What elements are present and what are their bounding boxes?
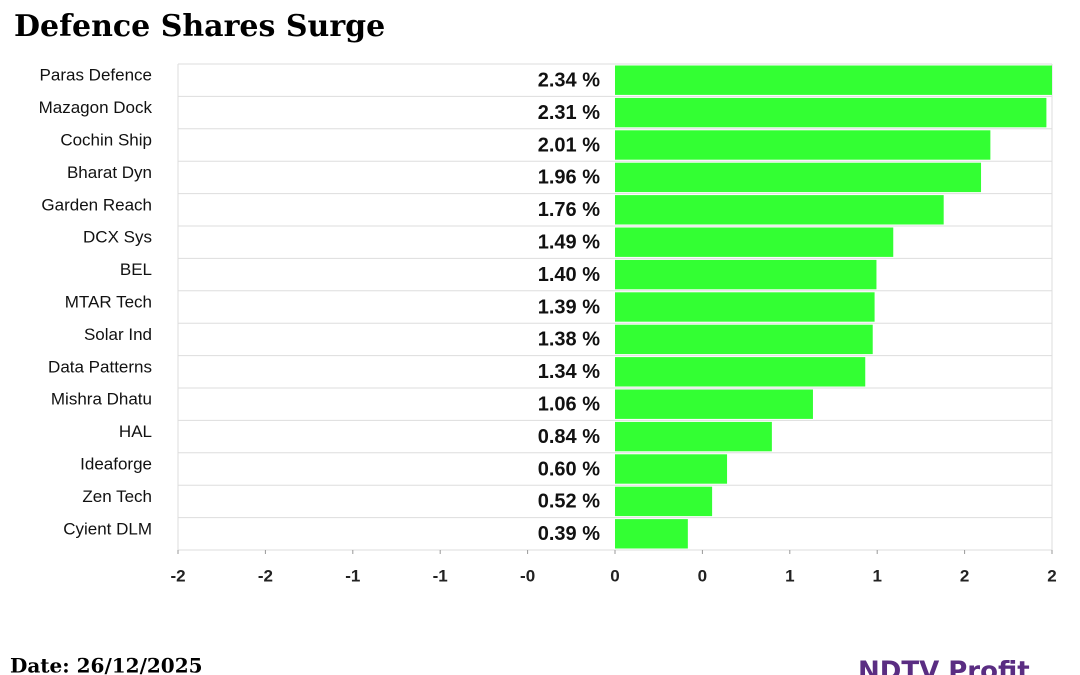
category-label: Paras Defence — [40, 66, 152, 85]
value-label: 0.84 % — [538, 426, 600, 448]
category-label: Data Patterns — [48, 357, 152, 376]
x-tick-label: 0 — [610, 566, 619, 585]
value-label: 1.39 % — [538, 296, 600, 318]
value-label: 1.96 % — [538, 167, 600, 189]
bar — [615, 454, 728, 484]
bar — [615, 162, 982, 193]
category-label: Cochin Ship — [60, 130, 152, 149]
bar — [615, 519, 688, 549]
category-label: Solar Ind — [84, 325, 152, 344]
category-label: Mishra Dhatu — [51, 390, 152, 409]
category-label: Zen Tech — [82, 487, 152, 506]
bar — [615, 97, 1047, 128]
category-label: Ideaforge — [80, 454, 152, 473]
value-label: 1.40 % — [538, 264, 600, 286]
bar — [615, 259, 877, 290]
x-tick-label: -2 — [170, 566, 185, 585]
bar — [615, 486, 713, 517]
bar — [615, 357, 866, 387]
category-label: Mazagon Dock — [39, 98, 153, 117]
x-tick-label: -2 — [258, 566, 273, 585]
footnote: Date: 26/12/2025 — [10, 654, 203, 675]
value-label: 2.31 % — [538, 102, 600, 124]
x-tick-label: 1 — [785, 566, 794, 585]
value-label: 0.52 % — [538, 491, 600, 513]
bar — [615, 421, 772, 452]
logo: NDTV Profit — [858, 657, 1030, 675]
value-label: 1.76 % — [538, 199, 600, 221]
value-label: 1.06 % — [538, 393, 600, 415]
category-label: Cyient DLM — [63, 519, 152, 538]
bar — [615, 130, 991, 160]
category-label: MTAR Tech — [65, 292, 152, 311]
value-label: 2.01 % — [538, 134, 600, 156]
category-label: Bharat Dyn — [67, 163, 152, 182]
x-tick-label: 0 — [698, 566, 707, 585]
value-label: 1.38 % — [538, 329, 600, 351]
chart-title: Defence Shares Surge — [14, 9, 385, 44]
value-label: 1.49 % — [538, 231, 600, 253]
x-tick-label: -1 — [345, 566, 360, 585]
category-label: Garden Reach — [41, 195, 152, 214]
category-label: BEL — [120, 260, 152, 279]
bar — [615, 292, 875, 322]
category-label: HAL — [119, 422, 152, 441]
bar — [615, 324, 873, 355]
value-label: 0.60 % — [538, 458, 600, 480]
value-label: 1.34 % — [538, 361, 600, 383]
category-label: DCX Sys — [83, 228, 152, 247]
x-tick-label: -1 — [433, 566, 448, 585]
x-tick-label: 2 — [1047, 566, 1056, 585]
x-tick-label: 1 — [872, 566, 881, 585]
x-tick-label: 2 — [960, 566, 969, 585]
x-tick-label: -0 — [520, 566, 535, 585]
bar — [615, 389, 813, 419]
value-label: 0.39 % — [538, 523, 600, 545]
bar — [615, 195, 944, 225]
bar — [615, 65, 1052, 95]
value-label: 2.34 % — [538, 69, 600, 91]
bar — [615, 227, 894, 257]
